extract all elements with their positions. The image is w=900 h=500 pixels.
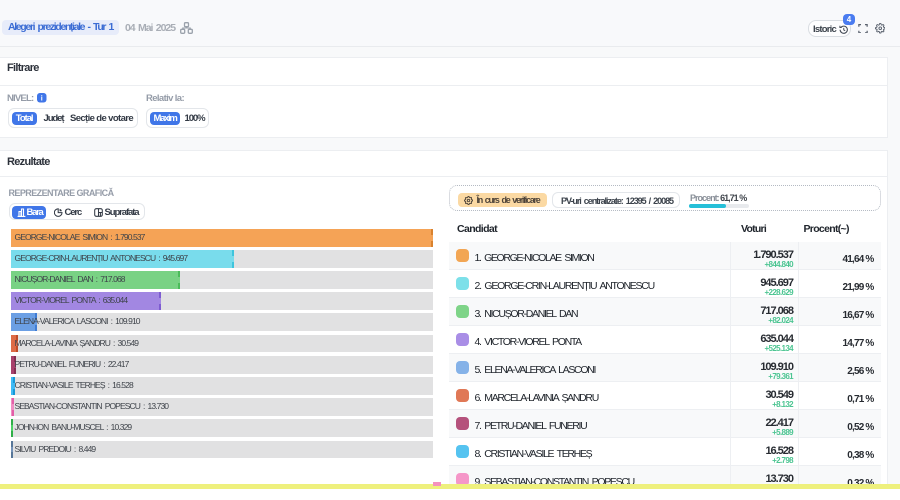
svg-text:i: i: [41, 94, 43, 102]
